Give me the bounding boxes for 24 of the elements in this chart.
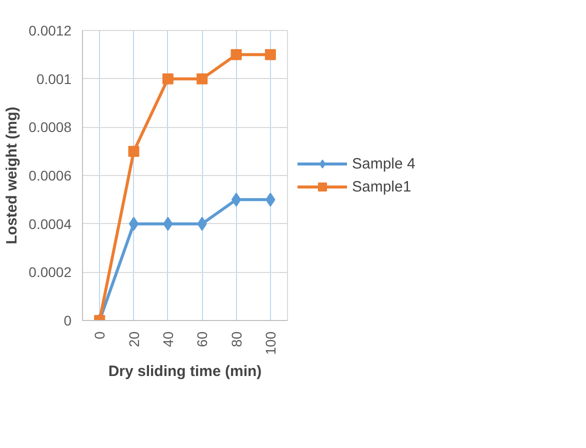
legend-label: Sample 4 [352, 155, 416, 172]
point [128, 216, 139, 231]
y-axis-title: Losted weight (mg) [4, 106, 21, 244]
x-tick-label: 100 [262, 331, 278, 355]
y-tick-label: 0.0004 [28, 216, 72, 232]
y-tick-label: 0.001 [36, 70, 72, 87]
y-tick-label: 0.0002 [28, 264, 72, 280]
x-axis-title: Dry sliding time (min) [108, 362, 262, 380]
x-tick-label: 40 [160, 331, 176, 348]
point [231, 192, 242, 207]
point [230, 49, 242, 60]
x-tick-label: 60 [194, 331, 210, 348]
y-tick-label: 0 [64, 312, 72, 328]
x-tick-label: 0 [92, 331, 108, 340]
point [162, 73, 174, 84]
y-tick-label: 0.0008 [28, 119, 72, 136]
y-tick-label: 0.0012 [28, 22, 72, 38]
legend-label: Sample1 [352, 178, 412, 195]
point [128, 146, 140, 157]
y-tick-label: 0.0006 [28, 168, 72, 184]
point [196, 73, 208, 84]
x-tick-label: 20 [126, 331, 142, 348]
x-tick-label: 80 [228, 331, 244, 348]
point [264, 49, 276, 60]
